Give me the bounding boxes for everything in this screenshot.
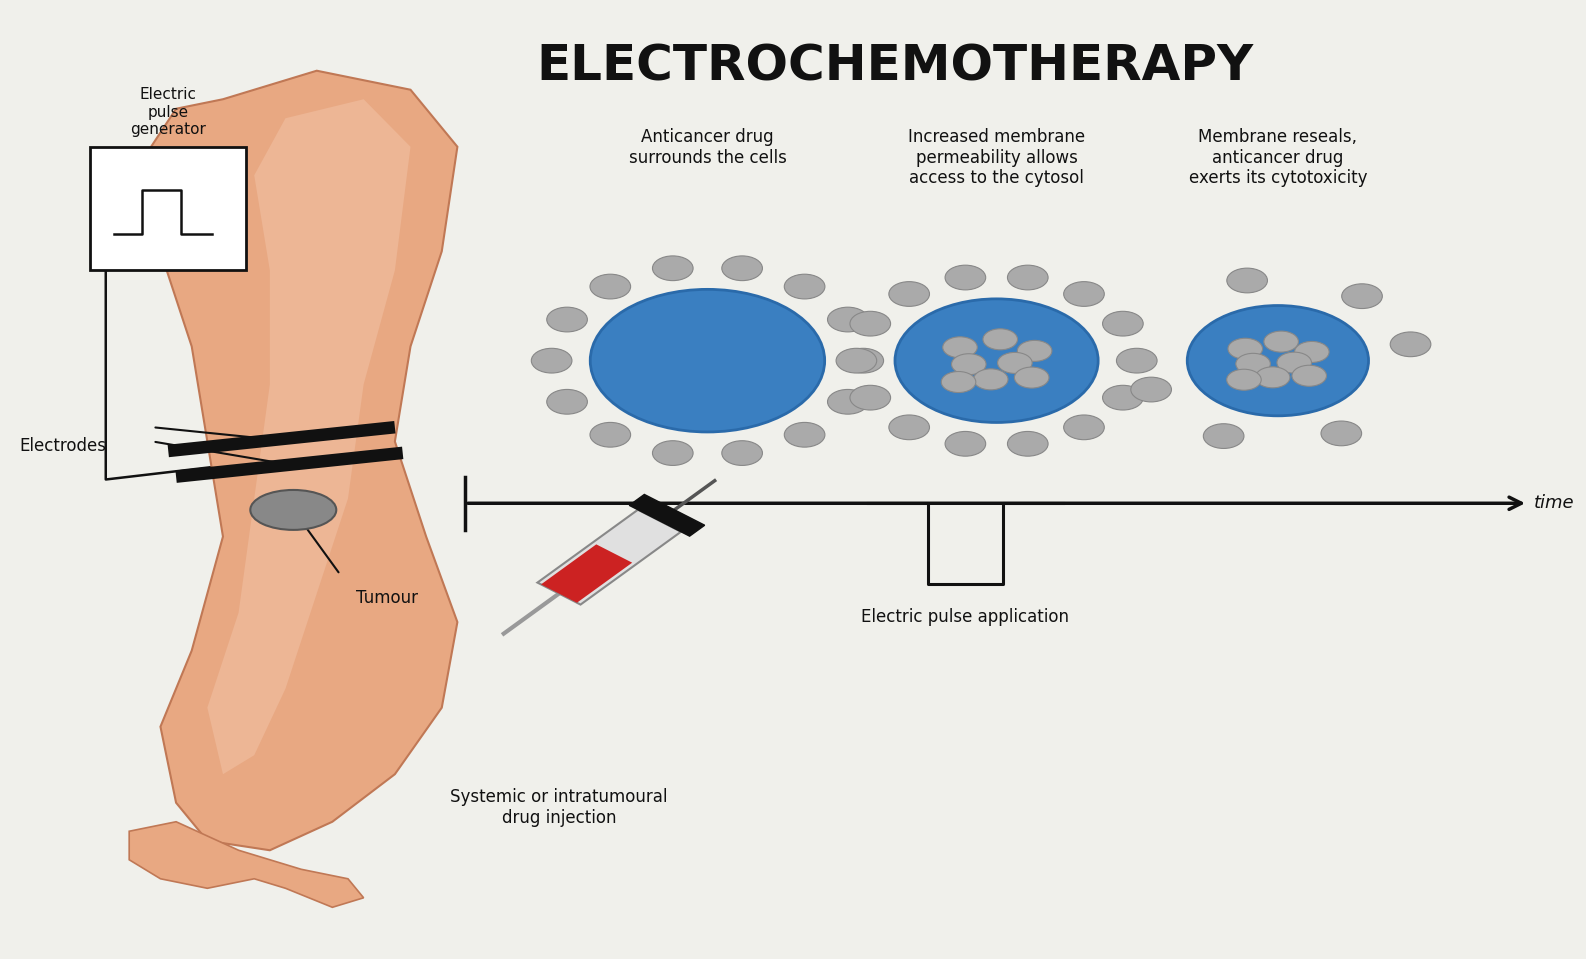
- Text: Anticancer drug
surrounds the cells: Anticancer drug surrounds the cells: [628, 128, 787, 167]
- Circle shape: [722, 441, 763, 465]
- Circle shape: [531, 348, 573, 373]
- Text: Electric
pulse
generator: Electric pulse generator: [130, 87, 206, 137]
- Circle shape: [888, 415, 929, 439]
- Text: ELECTROCHEMOTHERAPY: ELECTROCHEMOTHERAPY: [536, 42, 1253, 90]
- Circle shape: [590, 274, 631, 299]
- Circle shape: [652, 441, 693, 465]
- Circle shape: [1321, 421, 1362, 446]
- Circle shape: [1277, 352, 1312, 373]
- Text: Tumour: Tumour: [355, 589, 417, 607]
- Circle shape: [590, 422, 631, 447]
- Circle shape: [983, 329, 1018, 350]
- Circle shape: [1264, 331, 1299, 352]
- Circle shape: [828, 389, 868, 414]
- Circle shape: [836, 348, 877, 373]
- Polygon shape: [630, 495, 704, 536]
- Circle shape: [547, 307, 587, 332]
- Circle shape: [1017, 340, 1052, 362]
- Circle shape: [945, 266, 986, 290]
- Circle shape: [952, 354, 986, 375]
- Circle shape: [1256, 367, 1289, 387]
- Circle shape: [1342, 284, 1383, 309]
- Circle shape: [942, 337, 977, 358]
- Circle shape: [1294, 341, 1329, 363]
- Circle shape: [1102, 312, 1144, 336]
- Circle shape: [1015, 367, 1048, 388]
- Polygon shape: [208, 99, 411, 774]
- Circle shape: [547, 389, 587, 414]
- Polygon shape: [144, 71, 457, 851]
- Circle shape: [1228, 339, 1262, 360]
- Circle shape: [652, 256, 693, 281]
- Text: time: time: [1534, 494, 1575, 512]
- Circle shape: [1007, 432, 1048, 456]
- Circle shape: [1391, 332, 1431, 357]
- Circle shape: [828, 307, 868, 332]
- Circle shape: [1064, 282, 1104, 306]
- Circle shape: [940, 371, 975, 392]
- Circle shape: [850, 386, 891, 410]
- FancyBboxPatch shape: [90, 147, 246, 270]
- Text: Increased membrane
permeability allows
access to the cytosol: Increased membrane permeability allows a…: [909, 128, 1085, 187]
- Circle shape: [1235, 353, 1270, 374]
- Circle shape: [1007, 266, 1048, 290]
- Circle shape: [1293, 365, 1326, 386]
- Text: Membrane reseals,
anticancer drug
exerts its cytotoxicity: Membrane reseals, anticancer drug exerts…: [1188, 128, 1367, 187]
- Polygon shape: [538, 510, 680, 604]
- Circle shape: [850, 312, 891, 336]
- Polygon shape: [541, 545, 633, 603]
- Circle shape: [785, 422, 825, 447]
- Circle shape: [998, 352, 1032, 373]
- Text: Electric pulse application: Electric pulse application: [861, 608, 1069, 626]
- Circle shape: [1188, 306, 1369, 416]
- Circle shape: [842, 348, 883, 373]
- Polygon shape: [128, 822, 363, 907]
- Circle shape: [888, 282, 929, 306]
- Circle shape: [1226, 369, 1261, 390]
- Circle shape: [974, 369, 1009, 390]
- Text: Electrodes: Electrodes: [19, 437, 106, 456]
- Circle shape: [1228, 269, 1267, 292]
- Circle shape: [785, 274, 825, 299]
- Circle shape: [1131, 377, 1172, 402]
- Circle shape: [895, 299, 1098, 423]
- Circle shape: [1204, 424, 1243, 449]
- Circle shape: [722, 256, 763, 281]
- Circle shape: [1117, 348, 1158, 373]
- Circle shape: [590, 290, 825, 432]
- Circle shape: [945, 432, 986, 456]
- Circle shape: [1064, 415, 1104, 439]
- Circle shape: [1102, 386, 1144, 410]
- Ellipse shape: [251, 490, 336, 530]
- Text: Systemic or intratumoural
drug injection: Systemic or intratumoural drug injection: [450, 788, 668, 828]
